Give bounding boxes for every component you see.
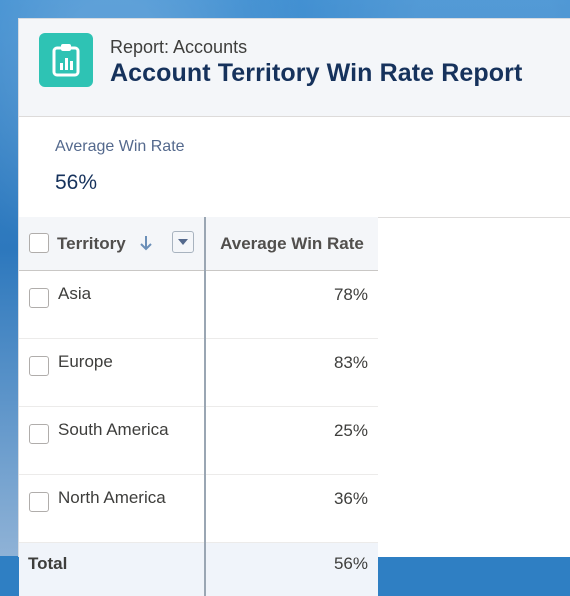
chevron-down-icon xyxy=(177,238,189,246)
column-menu-button[interactable] xyxy=(172,231,194,253)
row-checkbox[interactable] xyxy=(29,356,49,376)
win-rate-cell: 25% xyxy=(205,407,378,475)
territory-cell: Europe xyxy=(19,339,205,407)
object-label: Report: Accounts xyxy=(110,37,247,58)
report-icon xyxy=(39,33,93,87)
summary-value: 56% xyxy=(55,171,97,195)
territory-cell: Asia xyxy=(19,271,205,339)
table-row: Europe 83% xyxy=(19,339,378,407)
territory-cell: South America xyxy=(19,407,205,475)
page-header: Report: Accounts Account Territory Win R… xyxy=(19,19,570,117)
report-card: Report: Accounts Account Territory Win R… xyxy=(18,18,570,557)
total-label: Total xyxy=(28,554,67,574)
arrow-down-icon[interactable] xyxy=(139,233,153,253)
total-row: Total 56% xyxy=(19,543,378,596)
total-win-rate-cell: 56% xyxy=(205,543,378,596)
page-title: Account Territory Win Rate Report xyxy=(110,59,522,88)
table-row: Asia 78% xyxy=(19,271,378,339)
territory-cell: North America xyxy=(19,475,205,543)
row-checkbox[interactable] xyxy=(29,492,49,512)
win-rate-cell: 83% xyxy=(205,339,378,407)
territory-name: Europe xyxy=(58,352,113,372)
total-label-cell: Total xyxy=(19,543,205,596)
row-checkbox[interactable] xyxy=(29,424,49,444)
column-header-average-win-rate[interactable]: Average Win Rate xyxy=(205,217,378,271)
territory-name: Asia xyxy=(58,284,91,304)
column-header-territory[interactable]: Territory xyxy=(19,217,205,271)
select-all-checkbox[interactable] xyxy=(29,233,49,253)
row-checkbox[interactable] xyxy=(29,288,49,308)
table-row: South America 25% xyxy=(19,407,378,475)
win-rate-cell: 36% xyxy=(205,475,378,543)
table-row: North America 36% xyxy=(19,475,378,543)
column-label-territory: Territory xyxy=(57,234,126,254)
territory-name: North America xyxy=(58,488,166,508)
territory-name: South America xyxy=(58,420,169,440)
report-table: Territory Average Win Rate xyxy=(19,217,378,596)
summary-section: Average Win Rate 56% xyxy=(19,117,570,218)
summary-label: Average Win Rate xyxy=(55,138,185,156)
win-rate-cell: 78% xyxy=(205,271,378,339)
